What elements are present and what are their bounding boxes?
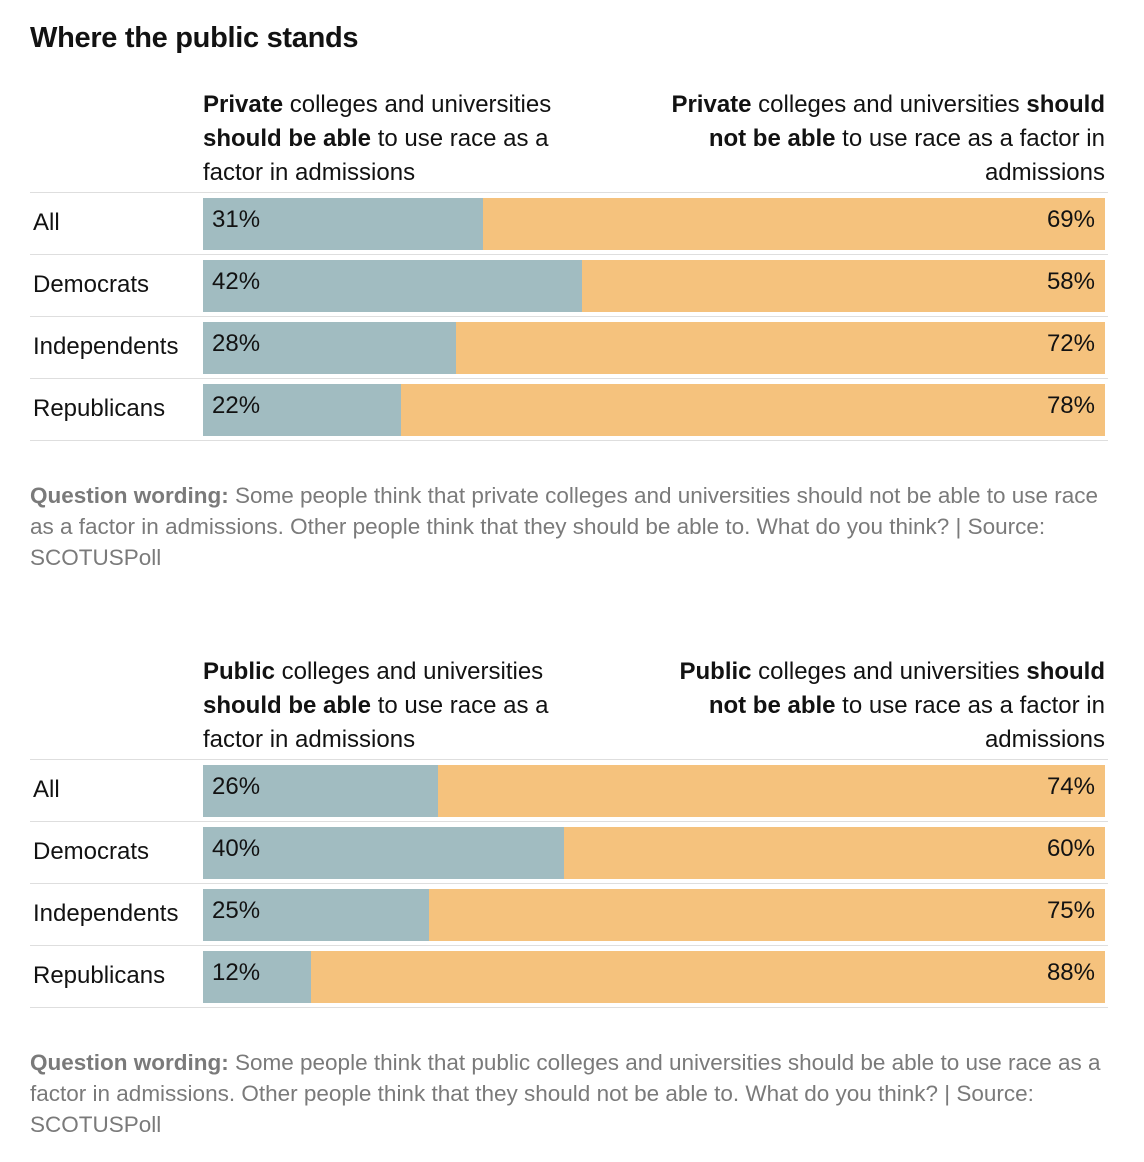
stacked-bar: 40% 60% (203, 827, 1105, 879)
bar-segment-should-be-able: 25% (203, 889, 429, 941)
question-wording-note: Question wording: Some people think that… (30, 483, 1099, 570)
data-label: 40% (212, 835, 261, 862)
data-label: 22% (212, 392, 261, 419)
bar-segment-should-not-be-able: 69% (482, 198, 1105, 250)
bar-segment-should-be-able: 26% (203, 765, 438, 817)
data-label: 88% (1046, 959, 1095, 986)
header-should-be-able: Public colleges and universities should … (203, 658, 549, 753)
data-label: 75% (1046, 897, 1095, 924)
bar-segment-should-not-be-able: 78% (401, 384, 1105, 436)
row-divider (30, 192, 1108, 193)
bar-segment-should-not-be-able: 60% (563, 827, 1105, 879)
category-label: Independents (33, 900, 179, 927)
row-divider (30, 883, 1108, 884)
category-label: Democrats (33, 838, 150, 865)
bar-segment-should-be-able: 42% (203, 260, 582, 312)
stacked-bar: 31% 69% (203, 198, 1105, 250)
category-label: All (33, 776, 60, 803)
category-label: Independents (33, 333, 179, 360)
page-title: Where the public stands (30, 22, 359, 54)
data-label: 58% (1046, 268, 1095, 295)
bar-segment-should-not-be-able: 75% (428, 889, 1105, 941)
data-label: 28% (212, 330, 261, 357)
row-divider (30, 945, 1108, 946)
category-label: Republicans (33, 395, 166, 422)
header-should-not-be-able: Private colleges and universities should… (671, 91, 1105, 186)
bar-segment-should-not-be-able: 88% (311, 951, 1105, 1003)
row-divider (30, 316, 1108, 317)
bar-segment-should-not-be-able: 72% (455, 322, 1105, 374)
row-divider (30, 1007, 1108, 1008)
category-label: Republicans (33, 962, 166, 989)
header-should-not-be-able: Public colleges and universities should … (679, 658, 1106, 753)
bar-segment-should-be-able: 22% (203, 384, 402, 436)
bar-segment-should-be-able: 12% (203, 951, 312, 1003)
data-label: 42% (212, 268, 261, 295)
data-label: 72% (1046, 330, 1095, 357)
row-divider (30, 378, 1108, 379)
question-wording-note: Question wording: Some people think that… (30, 1050, 1101, 1137)
category-label: Democrats (33, 271, 150, 298)
stacked-bar: 22% 78% (203, 384, 1105, 436)
data-label: 74% (1046, 773, 1095, 800)
bar-segment-should-be-able: 31% (203, 198, 483, 250)
data-label: 78% (1046, 392, 1095, 419)
row-divider (30, 440, 1108, 441)
stacked-bar: 28% 72% (203, 322, 1105, 374)
bar-segment-should-be-able: 28% (203, 322, 456, 374)
data-label: 31% (212, 206, 261, 233)
data-label: 60% (1046, 835, 1095, 862)
bar-segment-should-be-able: 40% (203, 827, 564, 879)
stacked-bar: 42% 58% (203, 260, 1105, 312)
stacked-bar: 12% 88% (203, 951, 1105, 1003)
data-label: 12% (212, 959, 261, 986)
stacked-bar: 25% 75% (203, 889, 1105, 941)
row-divider (30, 759, 1108, 760)
bar-segment-should-not-be-able: 74% (437, 765, 1105, 817)
stacked-bar: 26% 74% (203, 765, 1105, 817)
data-label: 25% (212, 897, 261, 924)
row-divider (30, 821, 1108, 822)
data-label: 69% (1046, 206, 1095, 233)
bar-segment-should-not-be-able: 58% (581, 260, 1105, 312)
header-should-be-able: Private colleges and universities should… (203, 91, 552, 186)
row-divider (30, 254, 1108, 255)
category-label: All (33, 209, 60, 236)
data-label: 26% (212, 773, 261, 800)
